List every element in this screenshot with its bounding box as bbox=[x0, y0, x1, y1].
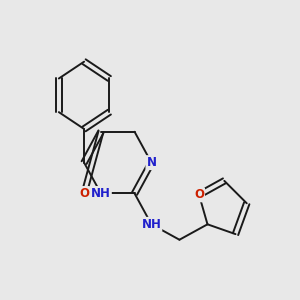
Text: O: O bbox=[194, 188, 204, 201]
Text: O: O bbox=[79, 187, 89, 200]
Text: NH: NH bbox=[91, 187, 111, 200]
Text: NH: NH bbox=[142, 218, 161, 231]
Text: N: N bbox=[146, 156, 156, 169]
